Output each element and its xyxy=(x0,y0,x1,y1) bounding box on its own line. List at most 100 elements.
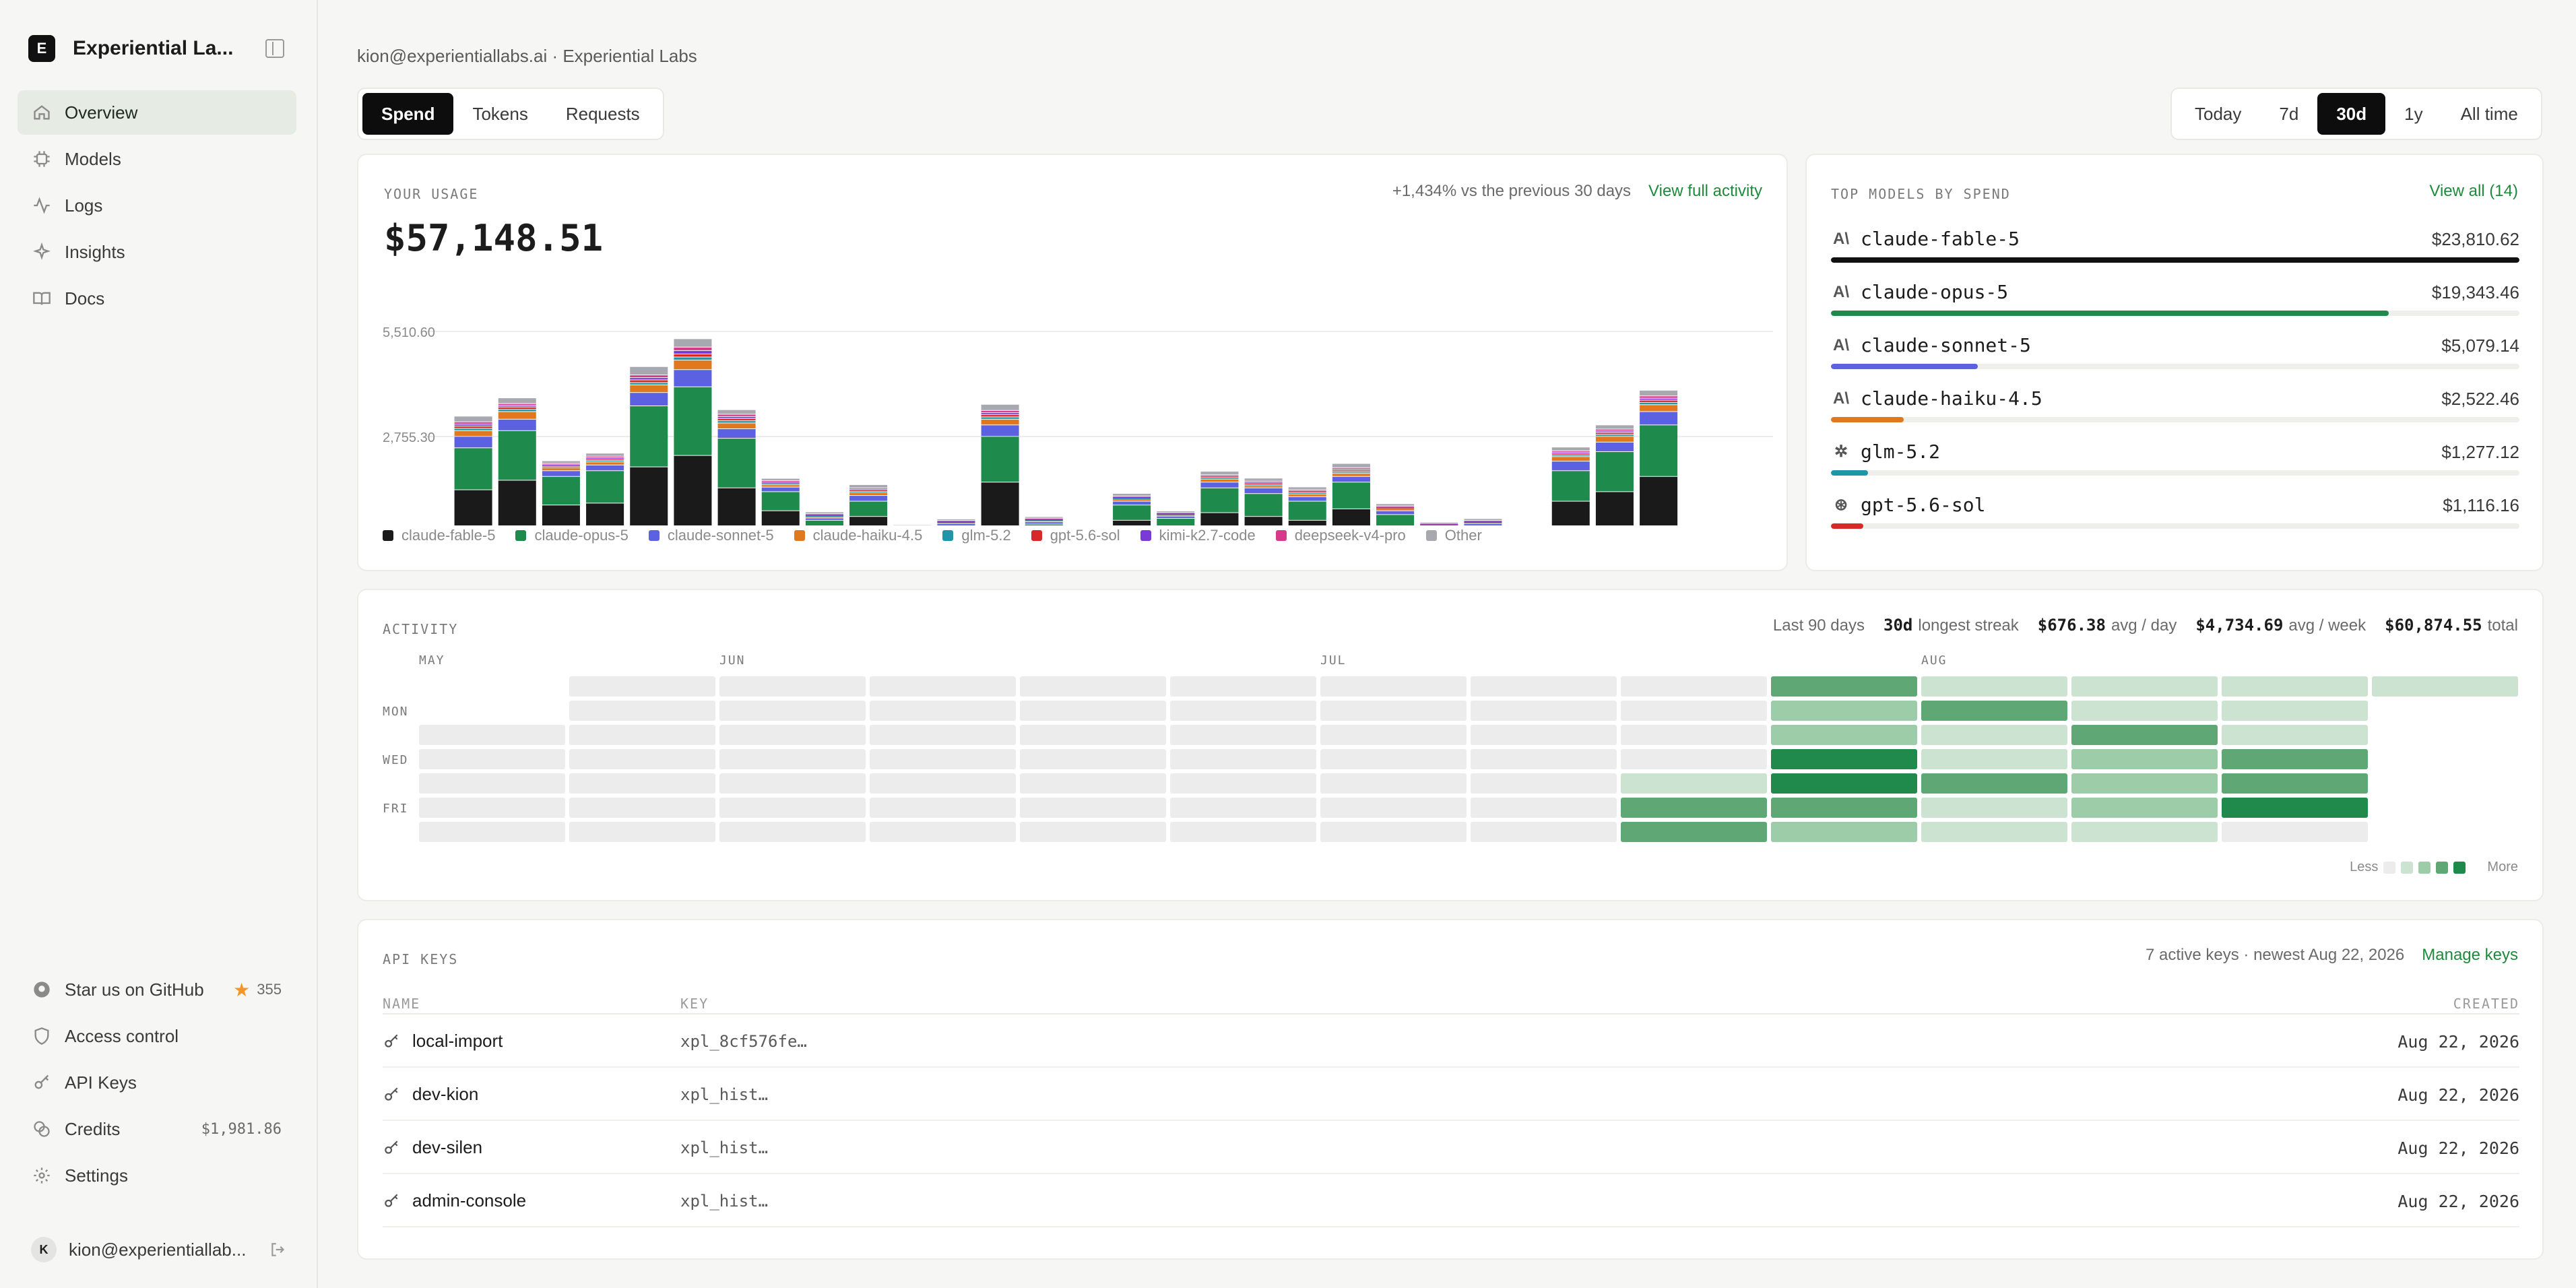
chart-bar-segment[interactable] xyxy=(717,428,756,439)
chart-bar-segment[interactable] xyxy=(1640,425,1678,476)
chart-bar-segment[interactable] xyxy=(805,516,843,517)
chart-bar-segment[interactable] xyxy=(1244,494,1283,517)
model-row[interactable]: ✲ glm-5.2 $1,277.12 xyxy=(1831,435,2519,488)
heatmap-cell[interactable] xyxy=(1471,676,1617,697)
chart-bar-segment[interactable] xyxy=(1595,429,1634,431)
heatmap-cell[interactable] xyxy=(1921,701,2067,721)
chart-bar-segment[interactable] xyxy=(981,404,1019,410)
heatmap-cell[interactable] xyxy=(1471,798,1617,818)
heatmap-cell[interactable] xyxy=(569,773,715,794)
chart-bar-segment[interactable] xyxy=(674,387,712,455)
heatmap-cell[interactable] xyxy=(2071,676,2218,697)
heatmap-cell[interactable] xyxy=(1921,822,2067,842)
chart-bar-segment[interactable] xyxy=(542,471,580,476)
heatmap-cell[interactable] xyxy=(1921,725,2067,745)
model-row[interactable]: A\ claude-sonnet-5 $5,079.14 xyxy=(1831,329,2519,382)
chart-bar-segment[interactable] xyxy=(981,415,1019,417)
chart-bar-segment[interactable] xyxy=(1113,499,1151,501)
chart-bar-segment[interactable] xyxy=(1157,519,1195,525)
chart-bar-segment[interactable] xyxy=(630,406,668,467)
chart-bar-segment[interactable] xyxy=(1113,501,1151,505)
heatmap-cell[interactable] xyxy=(1621,701,1767,721)
chart-bar-segment[interactable] xyxy=(454,490,492,525)
table-row[interactable]: dev-kion xpl_hist… Aug 22, 2026 xyxy=(383,1068,2519,1121)
heatmap-cell[interactable] xyxy=(1771,749,1917,769)
chart-bar-segment[interactable] xyxy=(454,416,492,422)
heatmap-cell[interactable] xyxy=(1320,749,1467,769)
chart-bar-segment[interactable] xyxy=(674,455,712,525)
chart-bar-segment[interactable] xyxy=(849,517,888,525)
chart-bar-segment[interactable] xyxy=(454,426,492,428)
heatmap-cell[interactable] xyxy=(1471,822,1617,842)
model-row[interactable]: A\ claude-haiku-4.5 $2,522.46 xyxy=(1831,382,2519,435)
chart-bar-segment[interactable] xyxy=(542,465,580,467)
heatmap-cell[interactable] xyxy=(569,798,715,818)
chart-bar-segment[interactable] xyxy=(761,482,800,483)
chart-bar-segment[interactable] xyxy=(454,448,492,490)
chart-bar-segment[interactable] xyxy=(1376,509,1415,511)
chart-bar-segment[interactable] xyxy=(454,437,492,448)
chart-bar-segment[interactable] xyxy=(1640,390,1678,396)
chart-bar-segment[interactable] xyxy=(1113,496,1151,497)
heatmap-cell[interactable] xyxy=(719,822,866,842)
chart-bar-segment[interactable] xyxy=(849,488,888,490)
heatmap-cell[interactable] xyxy=(719,725,866,745)
chart-bar-segment[interactable] xyxy=(498,407,536,410)
heatmap-cell[interactable] xyxy=(1020,749,1166,769)
heatmap-cell[interactable] xyxy=(1320,725,1467,745)
chart-bar-segment[interactable] xyxy=(630,375,668,378)
chart-bar-segment[interactable] xyxy=(1025,519,1063,520)
chart-bar-segment[interactable] xyxy=(1200,479,1239,482)
heatmap-cell[interactable] xyxy=(1020,725,1166,745)
heatmap-cell[interactable] xyxy=(1621,676,1767,697)
sidebar-item-overview[interactable]: Overview xyxy=(18,90,296,135)
chart-bar-segment[interactable] xyxy=(1640,402,1678,405)
chart-bar-segment[interactable] xyxy=(761,487,800,492)
heatmap-cell[interactable] xyxy=(870,773,1016,794)
model-row[interactable]: A\ claude-opus-5 $19,343.46 xyxy=(1831,276,2519,329)
chart-bar-segment[interactable] xyxy=(630,378,668,380)
chart-bar-segment[interactable] xyxy=(981,413,1019,415)
chart-bar-segment[interactable] xyxy=(498,480,536,525)
heatmap-cell[interactable] xyxy=(1170,701,1316,721)
chart-bar-segment[interactable] xyxy=(1551,457,1590,461)
logout-icon[interactable] xyxy=(269,1241,287,1258)
chart-bar-segment[interactable] xyxy=(717,423,756,428)
chart-bar-segment[interactable] xyxy=(1025,520,1063,521)
chart-bar-segment[interactable] xyxy=(761,485,800,487)
chart-bar-segment[interactable] xyxy=(1640,405,1678,412)
chart-bar-segment[interactable] xyxy=(1640,398,1678,400)
chart-bar-segment[interactable] xyxy=(717,414,756,416)
heatmap-cell[interactable] xyxy=(1921,798,2067,818)
heatmap-cell[interactable] xyxy=(1320,701,1467,721)
chart-bar-segment[interactable] xyxy=(849,496,888,501)
chart-bar-segment[interactable] xyxy=(981,417,1019,419)
heatmap-cell[interactable] xyxy=(1320,773,1467,794)
chart-bar-segment[interactable] xyxy=(1332,482,1370,509)
heatmap-cell[interactable] xyxy=(1320,676,1467,697)
chart-bar-segment[interactable] xyxy=(1200,488,1239,513)
legend-item[interactable]: claude-fable-5 xyxy=(383,527,495,544)
chart-bar-segment[interactable] xyxy=(498,404,536,406)
heatmap-cell[interactable] xyxy=(2071,798,2218,818)
chart-bar-segment[interactable] xyxy=(1640,476,1678,525)
chart-bar-segment[interactable] xyxy=(1113,520,1151,525)
tab-tokens[interactable]: Tokens xyxy=(472,103,528,124)
heatmap-cell[interactable] xyxy=(1921,773,2067,794)
range-7d[interactable]: 7d xyxy=(2279,103,2299,124)
chart-bar-segment[interactable] xyxy=(1420,523,1458,525)
legend-item[interactable]: glm-5.2 xyxy=(942,527,1011,544)
chart-bar-segment[interactable] xyxy=(805,514,843,515)
chart-bar-segment[interactable] xyxy=(586,503,624,525)
chart-bar-segment[interactable] xyxy=(1640,412,1678,425)
chart-bar-segment[interactable] xyxy=(454,422,492,424)
chart-bar-segment[interactable] xyxy=(586,453,624,456)
legend-item[interactable]: gpt-5.6-sol xyxy=(1031,527,1120,544)
chart-bar-segment[interactable] xyxy=(1332,474,1370,476)
heatmap-cell[interactable] xyxy=(1170,798,1316,818)
heatmap-cell[interactable] xyxy=(1020,822,1166,842)
chart-bar-segment[interactable] xyxy=(1113,493,1151,496)
chart-bar-segment[interactable] xyxy=(630,383,668,385)
chart-bar-segment[interactable] xyxy=(586,462,624,465)
chart-bar-segment[interactable] xyxy=(761,511,800,525)
